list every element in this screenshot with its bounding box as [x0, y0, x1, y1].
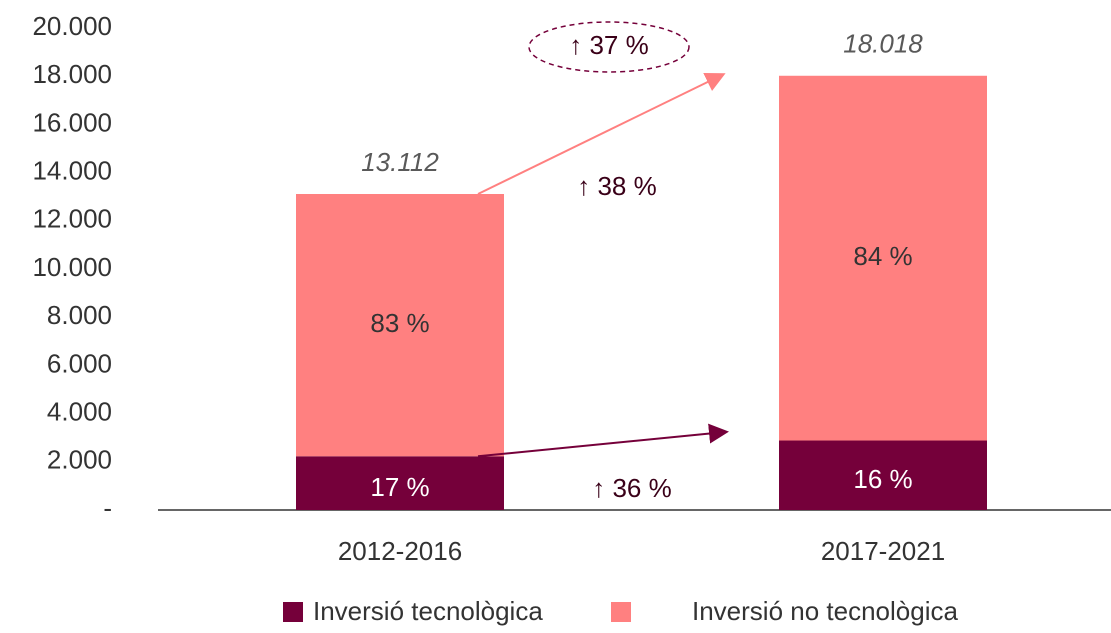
share-label: 17 % — [370, 472, 429, 502]
bar-segment — [779, 440, 987, 510]
legend-swatch — [611, 602, 631, 622]
total-label: 18.018 — [843, 29, 923, 59]
x-tick-label: 2017-2021 — [821, 536, 945, 566]
bar-segment — [296, 194, 504, 457]
legend-swatch — [283, 602, 303, 622]
growth-label: ↑ 38 % — [577, 171, 657, 201]
bar-segment — [779, 75, 987, 441]
y-tick-label: - — [103, 493, 112, 523]
y-tick-label: 20.000 — [32, 11, 112, 41]
y-tick-label: 4.000 — [47, 396, 112, 426]
x-tick-label: 2012-2016 — [338, 536, 462, 566]
y-tick-label: 18.000 — [32, 59, 112, 89]
growth-arrow — [477, 73, 726, 195]
y-tick-label: 14.000 — [32, 155, 112, 185]
legend-label: Inversió tecnològica — [313, 596, 543, 626]
y-tick-label: 2.000 — [47, 445, 112, 475]
total-label: 13.112 — [361, 147, 439, 177]
highlight-ellipse — [528, 21, 690, 73]
legend-label: Inversió no tecnològica — [692, 596, 958, 626]
growth-label: ↑ 37 % — [569, 30, 649, 60]
y-tick-label: 12.000 — [32, 204, 112, 234]
share-label: 84 % — [853, 241, 912, 271]
growth-arrow — [477, 423, 729, 458]
share-label: 83 % — [370, 308, 429, 338]
share-label: 16 % — [853, 464, 912, 494]
bar-segment — [296, 456, 504, 510]
y-tick-label: 8.000 — [47, 300, 112, 330]
growth-label: ↑ 36 % — [592, 473, 672, 503]
y-tick-label: 16.000 — [32, 107, 112, 137]
y-tick-label: 6.000 — [47, 348, 112, 378]
y-tick-label: 10.000 — [32, 252, 112, 282]
